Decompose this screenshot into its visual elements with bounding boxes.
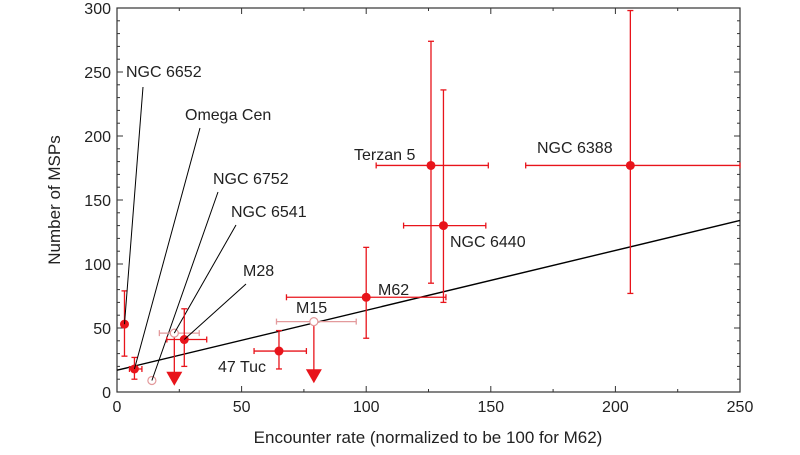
y-tick-label: 0 [102,385,111,402]
axes: 0 50 100 150 200 250 0 50 100 150 200 250 300 [84,1,753,416]
leader-line-ngc-6541 [173,224,237,334]
data-point-terzan-5 [426,160,436,170]
y-axis-label: Number of MSPs [45,135,64,264]
down-arrow-marker [305,369,322,384]
label-ngc-6752: NGC 6752 [213,171,289,188]
x-tick-label: 100 [353,399,380,416]
label-omega-cen: Omega Cen [185,107,271,124]
leader-line-m28 [183,283,247,340]
label-ngc-6541: NGC 6541 [231,204,307,221]
y-tick-label: 150 [84,193,111,210]
y-tick-label: 100 [84,257,111,274]
x-tick-label: 50 [233,399,251,416]
data-point-m62 [361,292,371,302]
x-tick-label: 250 [727,399,754,416]
data-point-47-tuc [274,346,284,356]
leader-line-ngc-6652 [123,86,144,325]
data-point-ngc-6440 [438,221,448,231]
label-m28: M28 [243,263,274,280]
y-tick-label: 300 [84,1,111,18]
x-axis-label: Encounter rate (normalized to be 100 for… [254,428,603,447]
label-ngc-6440: NGC 6440 [450,234,526,251]
x-tick-label: 0 [113,399,122,416]
label-ngc-6652: NGC 6652 [126,64,202,81]
y-tick-label: 250 [84,65,111,82]
label-m62: M62 [378,282,409,299]
x-tick-label: 200 [602,399,629,416]
leader-line-ngc-6752 [151,191,219,381]
label-ngc-6388: NGC 6388 [537,140,613,157]
y-tick-label: 50 [93,321,111,338]
y-tick-label: 200 [84,129,111,146]
data-point-ngc-6388 [625,160,635,170]
down-arrow-marker [166,371,183,386]
plot-frame [116,7,741,393]
upper-limit-point-m15 [309,317,319,327]
x-tick-label: 150 [477,399,504,416]
trend-line [116,219,741,371]
leader-line-omega-cen [133,127,201,370]
label-terzan-5: Terzan 5 [354,147,415,164]
label-47-tuc: 47 Tuc [218,359,266,376]
label-m15: M15 [296,300,327,317]
marks: NGC 6752 NGC 6541 M15 NGC 6652 Omega Cen M28 4… [116,9,741,386]
